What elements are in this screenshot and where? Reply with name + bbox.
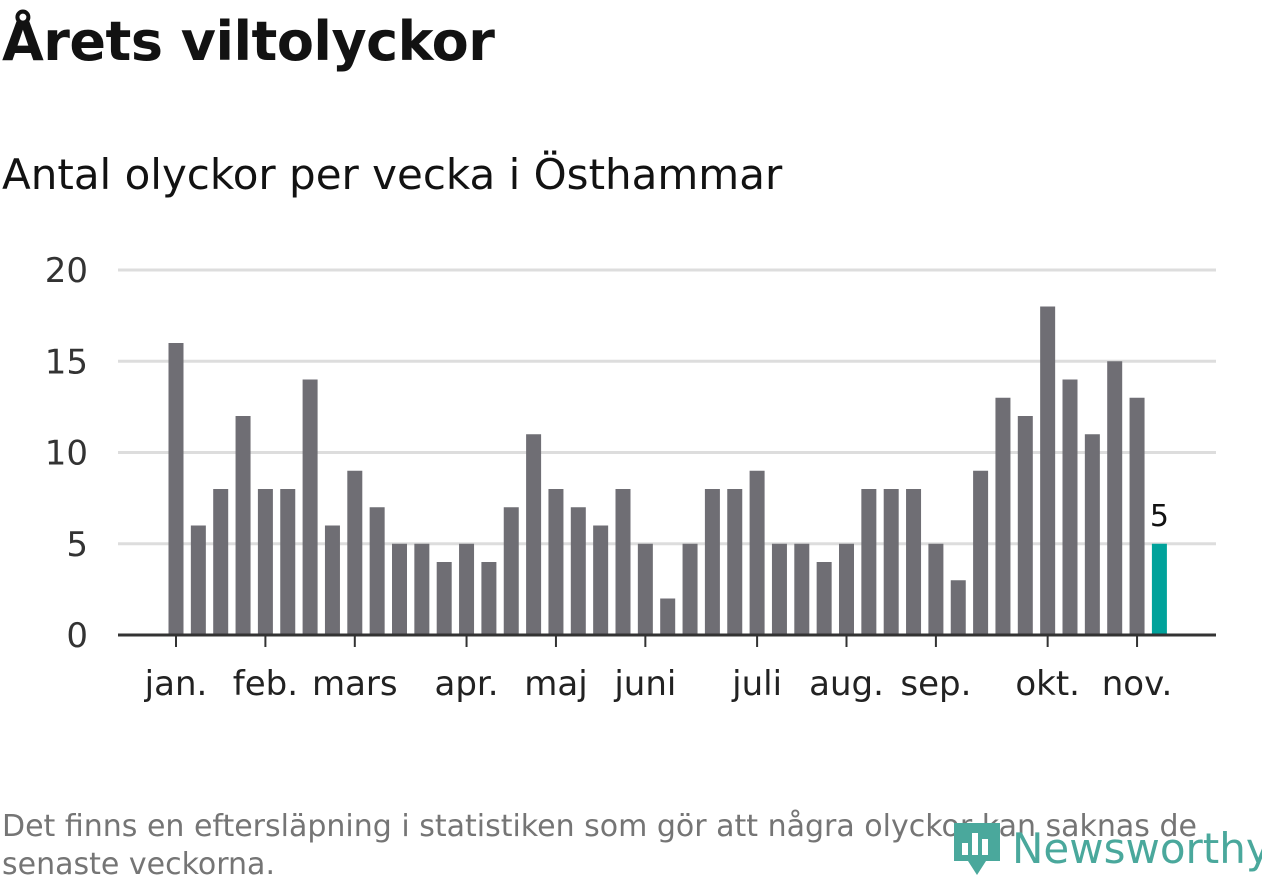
x-tick-label: okt. xyxy=(1015,664,1080,704)
bar xyxy=(749,470,765,635)
bar xyxy=(414,543,430,635)
bar xyxy=(861,489,877,635)
bar xyxy=(771,543,787,635)
bar xyxy=(324,525,340,635)
y-tick-label: 10 xyxy=(45,434,88,474)
bar xyxy=(302,379,318,635)
bar xyxy=(257,489,273,635)
bar xyxy=(682,543,698,635)
bar xyxy=(369,507,385,635)
bar xyxy=(950,580,966,635)
bar xyxy=(973,470,989,635)
bar xyxy=(839,543,854,635)
bar xyxy=(928,543,944,635)
bar xyxy=(1040,306,1056,635)
bar xyxy=(168,343,184,635)
bar xyxy=(1017,416,1033,635)
x-tick-label: sep. xyxy=(900,664,971,704)
bars xyxy=(168,306,1167,635)
x-tick-label: apr. xyxy=(435,664,499,704)
bar xyxy=(637,543,653,635)
bar xyxy=(347,470,363,635)
bar xyxy=(481,562,497,635)
bar xyxy=(1107,361,1123,635)
bar xyxy=(816,562,832,635)
newsworthy-logo-icon xyxy=(954,823,1000,875)
bar xyxy=(190,525,206,635)
y-tick-label: 5 xyxy=(66,525,88,565)
bar xyxy=(794,543,810,635)
bar xyxy=(593,525,609,635)
bar xyxy=(906,489,922,635)
bar xyxy=(570,507,586,635)
bar xyxy=(1129,397,1145,635)
x-tick-label: nov. xyxy=(1102,664,1173,704)
x-axis-ticks: jan. feb. mars apr. maj juni juli aug. sep. okt. n… xyxy=(144,635,1173,704)
data-label: 5 xyxy=(1150,499,1169,534)
data-labels: 5 xyxy=(1150,499,1169,534)
bar xyxy=(235,416,251,635)
brand-name: Newsworthy xyxy=(1012,823,1262,873)
bar xyxy=(503,507,519,635)
gridlines xyxy=(118,268,1216,546)
chart-subtitle: Antal olyckor per vecka i Östhammar xyxy=(2,150,783,199)
bar xyxy=(548,489,564,635)
bar-highlight xyxy=(1151,543,1167,635)
y-tick-label: 20 xyxy=(45,251,88,291)
x-tick-label: feb. xyxy=(233,664,298,704)
x-tick-label: maj xyxy=(524,664,587,704)
x-tick-label: mars xyxy=(312,664,398,704)
bar xyxy=(1084,434,1100,635)
bar xyxy=(213,489,229,635)
chart-title: Årets viltolyckor xyxy=(2,10,495,73)
bar xyxy=(704,489,720,635)
bar xyxy=(1062,379,1078,635)
y-tick-label: 15 xyxy=(45,342,88,382)
bar xyxy=(526,434,542,635)
bar xyxy=(727,489,743,635)
bar xyxy=(660,598,676,635)
y-tick-label: 0 xyxy=(66,616,88,656)
x-tick-label: jan. xyxy=(144,664,208,704)
bar xyxy=(436,562,452,635)
x-tick-label: juli xyxy=(731,664,782,704)
bar xyxy=(392,543,407,635)
bar xyxy=(883,489,899,635)
x-tick-label: juni xyxy=(613,664,676,704)
bar xyxy=(459,543,475,635)
brand-logo[interactable]: Newsworthy xyxy=(950,816,1262,880)
x-tick-label: aug. xyxy=(809,664,884,704)
y-axis-ticks: 0 5 10 15 20 xyxy=(45,251,88,656)
bar xyxy=(615,489,631,635)
bar xyxy=(995,397,1011,635)
bar xyxy=(280,489,296,635)
